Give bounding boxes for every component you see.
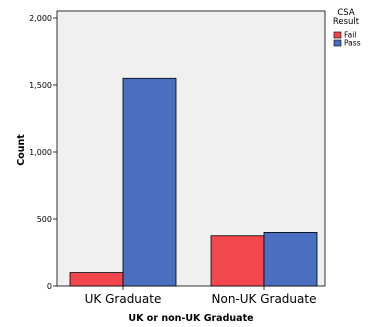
y-tick-label: 1,000 xyxy=(29,148,52,157)
bar-fail-uk-graduate xyxy=(69,272,124,287)
legend-title: CSA xyxy=(337,8,354,18)
y-axis-title: Count xyxy=(16,134,27,166)
bars-layer xyxy=(69,77,318,287)
legend-swatch-pass xyxy=(333,39,342,47)
legend-label-fail: Fail xyxy=(344,31,356,40)
x-tick-label: Non-UK Graduate xyxy=(212,292,317,306)
x-axis: UK Graduate Non-UK Graduate xyxy=(85,286,317,306)
y-tick-label: 0 xyxy=(47,282,52,291)
legend-title: Result xyxy=(333,17,360,27)
y-tick-label: 1,500 xyxy=(29,81,52,90)
y-tick-label: 500 xyxy=(37,215,52,224)
legend-label-pass: Pass xyxy=(344,39,361,48)
legend-swatch-fail xyxy=(333,31,342,39)
bar-fail-non-uk-graduate xyxy=(210,235,265,287)
bar-pass-uk-graduate xyxy=(122,77,177,287)
x-tick-label: UK Graduate xyxy=(85,292,162,306)
y-axis: 0 500 1,000 1,500 2,000 xyxy=(29,14,57,291)
bar-pass-non-uk-graduate xyxy=(263,231,318,287)
x-axis-title: UK or non-UK Graduate xyxy=(128,313,253,324)
y-tick-label: 2,000 xyxy=(29,14,52,23)
